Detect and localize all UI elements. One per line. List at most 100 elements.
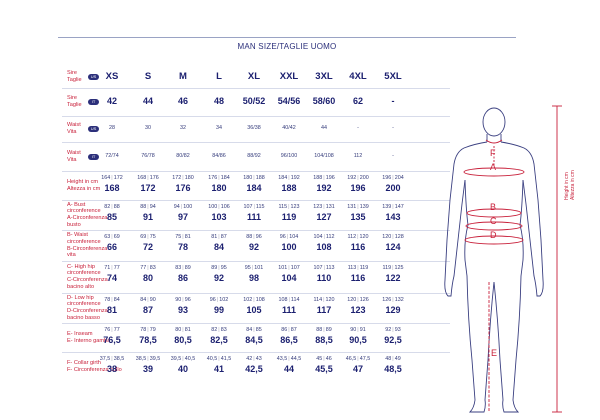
range-min: 108	[278, 297, 288, 303]
range-min: 43,5	[276, 356, 288, 362]
flag-badge: IT	[88, 153, 99, 160]
range-min: 184	[278, 175, 288, 181]
range-max: 114	[290, 297, 300, 303]
range-max: 115	[255, 204, 265, 210]
size-value: 80/82	[176, 152, 190, 159]
row-label-line: bacino alto	[67, 283, 95, 290]
mean-value: 72	[142, 242, 153, 252]
range-max: 47,5	[359, 356, 371, 362]
mean-value: 103	[211, 212, 227, 222]
table-cell: 76|77 76,5	[96, 327, 128, 346]
mean-value: 78	[177, 242, 188, 252]
size-value: -	[392, 152, 394, 159]
table-cell: 90|96 93	[167, 297, 199, 316]
table-cell: 37,5|38,5 38	[96, 356, 128, 375]
range-max: 125	[394, 265, 404, 271]
range-separator: |	[182, 234, 184, 240]
table-cell: 30	[132, 125, 164, 132]
range-max: 119	[359, 265, 369, 271]
table-cell: 120|126 123	[342, 297, 374, 316]
mean-value: 98	[248, 273, 259, 283]
table-cell: 188|196 192	[308, 175, 340, 194]
range-separator: |	[251, 265, 254, 271]
range-separator: |	[218, 265, 220, 271]
range-separator: |	[357, 175, 359, 181]
size-value: 46	[177, 96, 188, 106]
range-max: 107	[290, 265, 300, 271]
range-separator: |	[147, 356, 149, 362]
table-cell: 71|77 74	[96, 265, 128, 284]
range-max: 40,5	[184, 356, 196, 362]
range-min: 139	[382, 204, 392, 210]
range-max: 176	[149, 175, 159, 181]
table-cell: 112|120 116	[342, 234, 374, 253]
mean-value: 135	[350, 212, 366, 222]
size-value: 96/100	[280, 152, 298, 159]
range-min: 82	[211, 327, 218, 333]
page-title: MAN SIZE/TAGLIE UOMO	[237, 42, 337, 51]
range-separator: |	[218, 327, 220, 333]
mean-value: 92	[213, 273, 224, 283]
mean-value: 45,5	[315, 364, 333, 374]
mean-value: 78,5	[139, 335, 157, 345]
size-value: 88/92	[247, 152, 261, 159]
mean-value: 74	[106, 273, 117, 283]
size-value: 4XL	[349, 71, 367, 82]
range-max: 120	[359, 234, 369, 240]
table-cell: 78|79 78,5	[132, 327, 164, 346]
range-separator: |	[111, 265, 113, 271]
table-cell: 32	[167, 125, 199, 132]
table-cell: 139|147 143	[377, 204, 409, 223]
row-label: Sire Taglie	[67, 66, 129, 88]
table-row: D- Low hip circonference D-Circonferenza ba…	[62, 293, 450, 324]
row-label: Waist Vita	[67, 142, 129, 171]
row-label-line: Height in cm	[67, 178, 99, 185]
range-separator: |	[392, 175, 394, 181]
mean-value: 104	[281, 273, 297, 283]
size-value: XL	[247, 71, 261, 82]
table-row: Waist Vita IT 72/74 76/78 80/82 84/86 88/92 96/1…	[62, 142, 450, 172]
size-value: 44	[321, 125, 327, 131]
table-cell: 88|96 92	[238, 234, 270, 253]
table-cell: 108|114 111	[273, 297, 305, 316]
table-cell: 63|69 66	[96, 234, 128, 253]
range-separator: |	[182, 297, 184, 303]
table-cell: -	[377, 153, 409, 160]
mean-value: 92	[248, 242, 259, 252]
flag-badge: US	[88, 74, 99, 80]
table-cell: 86|87 86,5	[273, 327, 305, 346]
range-min: 40,5	[206, 356, 218, 362]
range-max: 77	[113, 265, 120, 271]
mean-value: 39	[142, 364, 153, 374]
row-label-line: Altezza in cm	[67, 185, 101, 192]
range-separator: |	[111, 356, 113, 362]
range-max: 89	[325, 327, 332, 333]
table-row: A- Bust circonference A-Circonferenza busto…	[62, 200, 450, 231]
range-min: 77	[140, 265, 147, 271]
range-separator: |	[286, 234, 289, 240]
row-label: Sire Taglie	[67, 88, 129, 116]
range-separator: |	[323, 297, 325, 303]
row-label-line: F- Circonferenza collo	[67, 367, 122, 373]
range-max: 204	[394, 175, 404, 181]
table-row: Waist Vita US 28 30 32 34 36/38 40/42 44- -	[62, 116, 450, 143]
range-separator: |	[323, 234, 325, 240]
range-min: 82	[104, 204, 111, 210]
range-max: 90	[149, 297, 156, 303]
table-cell: 48	[203, 96, 235, 106]
table-cell: 44	[308, 125, 340, 132]
low-hip-line	[464, 235, 524, 245]
table-cell: 36/38	[238, 125, 270, 132]
table-cell: -	[377, 96, 409, 106]
range-separator: |	[147, 265, 149, 271]
range-separator: |	[218, 356, 220, 362]
row-label-line: D- Low hip	[67, 294, 94, 301]
table-cell: 113|119 116	[342, 265, 374, 284]
table-cell: 3XL	[308, 71, 340, 82]
collar-line	[485, 139, 503, 144]
range-min: 95	[244, 265, 251, 271]
row-label: F- Collar girth F- Circonferenza collo	[67, 352, 129, 382]
table-cell: 123|131 127	[308, 204, 340, 223]
table-cell: XXL	[273, 71, 305, 82]
table-cell: 43,5|44,5 44	[273, 356, 305, 375]
